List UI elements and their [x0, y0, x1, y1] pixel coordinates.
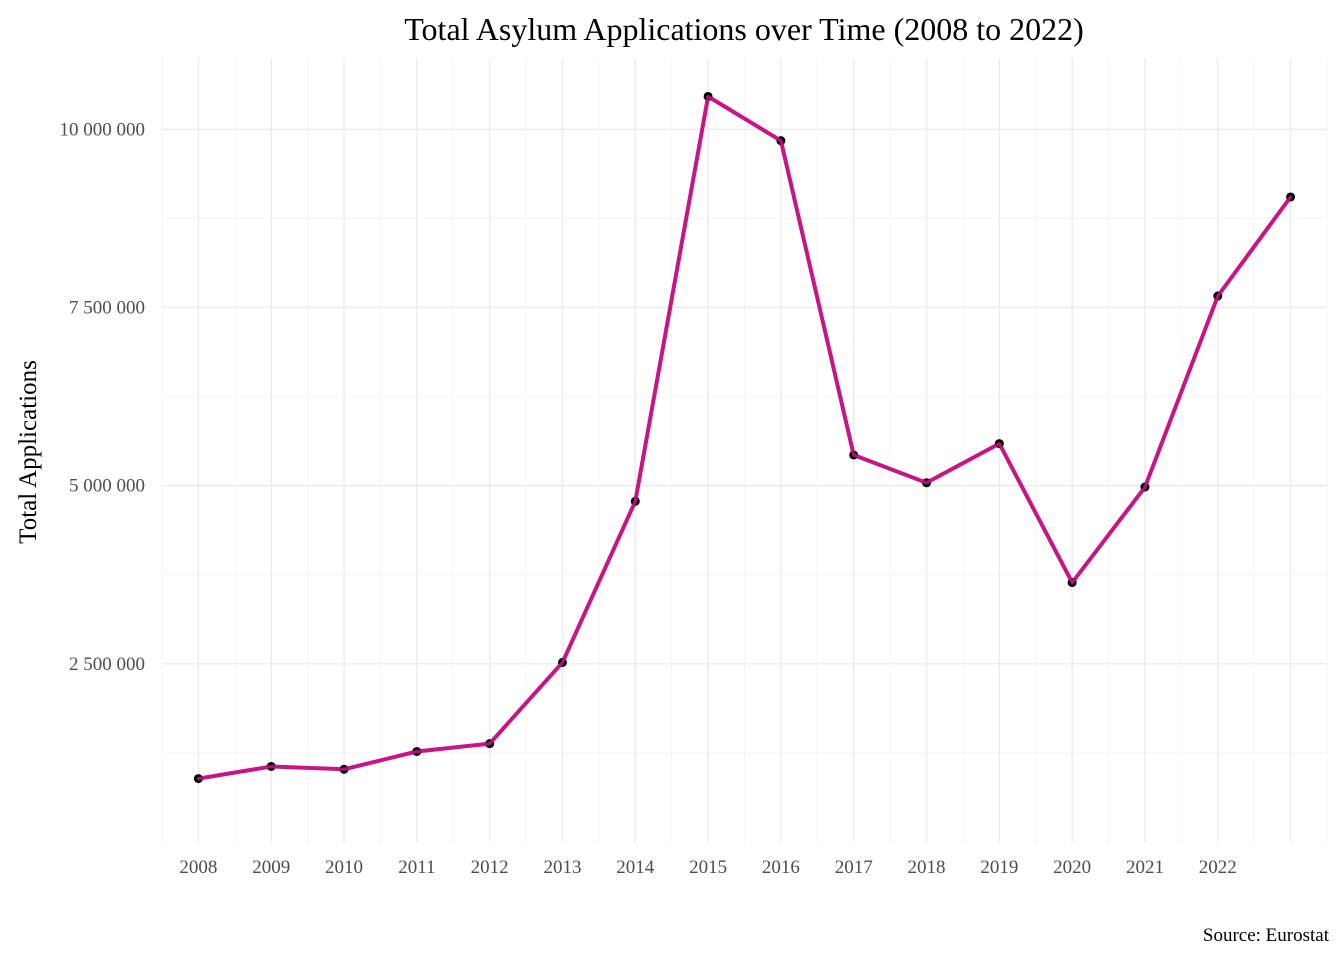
x-tick-label: 2013 — [543, 857, 581, 878]
y-tick-label: 2 500 000 — [69, 654, 145, 675]
x-tick-label: 2022 — [1199, 857, 1237, 878]
x-axis-ticks: 2008 2009 2010 2011 2012 2013 2014 2015 2016 2017… — [179, 857, 1236, 878]
y-tick-label: 10 000 000 — [60, 119, 146, 140]
x-tick-label: 2008 — [179, 857, 217, 878]
x-tick-label: 2016 — [762, 857, 800, 878]
y-axis-ticks: 2 500 000 5 000 000 7 500 000 10 000 000 — [60, 119, 146, 675]
x-tick-label: 2018 — [908, 857, 946, 878]
x-tick-label: 2020 — [1053, 857, 1091, 878]
chart-title: Total Asylum Applications over Time (200… — [404, 11, 1084, 47]
y-axis-label: Total Applications — [15, 360, 42, 544]
x-tick-label: 2021 — [1126, 857, 1164, 878]
x-tick-label: 2019 — [980, 857, 1018, 878]
series-line-overlay — [196, 94, 1293, 781]
x-tick-label: 2017 — [835, 857, 873, 878]
data-points — [193, 91, 1296, 784]
x-tick-label: 2012 — [471, 857, 509, 878]
x-tick-label: 2015 — [689, 857, 727, 878]
y-tick-label: 7 500 000 — [69, 297, 145, 318]
grid-lines — [161, 58, 1328, 842]
x-tick-label: 2010 — [325, 857, 363, 878]
source-caption: Source: Eurostat — [1203, 925, 1330, 946]
x-tick-label: 2014 — [616, 857, 655, 878]
y-tick-label: 5 000 000 — [69, 476, 145, 497]
x-tick-label: 2011 — [398, 857, 435, 878]
x-tick-label: 2009 — [252, 857, 290, 878]
